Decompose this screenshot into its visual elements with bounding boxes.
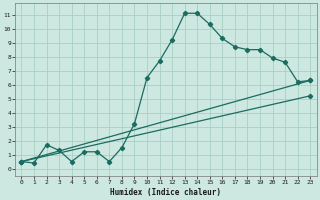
X-axis label: Humidex (Indice chaleur): Humidex (Indice chaleur) [110,188,221,197]
